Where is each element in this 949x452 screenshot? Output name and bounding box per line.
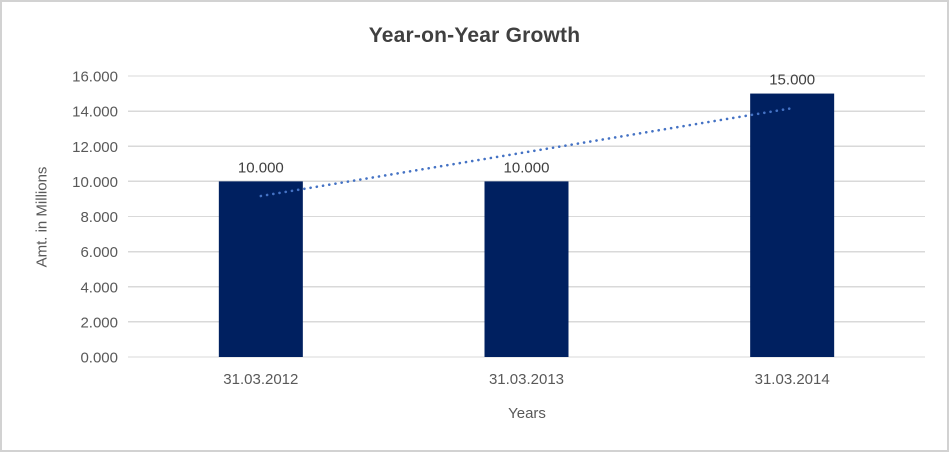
y-tick-label: 2.000	[80, 314, 118, 331]
y-tick-label: 16.000	[72, 69, 118, 86]
x-category-label: 31.03.2013	[489, 371, 564, 388]
y-tick-label: 4.000	[80, 279, 118, 296]
bar-data-label: 10.000	[504, 159, 550, 176]
y-tick-label: 10.000	[72, 174, 118, 191]
x-category-label: 31.03.2014	[755, 371, 830, 388]
y-tick-label: 14.000	[72, 104, 118, 121]
x-category-label: 31.03.2012	[223, 371, 298, 388]
y-tick-label: 8.000	[80, 209, 118, 226]
y-tick-label: 12.000	[72, 139, 118, 156]
bar-data-label: 10.000	[238, 159, 284, 176]
bar[interactable]	[484, 181, 569, 357]
y-tick-label: 6.000	[80, 244, 118, 261]
x-axis-title: Years	[508, 405, 546, 422]
y-tick-label: 0.000	[80, 350, 118, 367]
bar-data-label: 15.000	[769, 72, 815, 89]
chart-title: Year-on-Year Growth	[368, 24, 581, 47]
bar[interactable]	[750, 93, 835, 357]
bar[interactable]	[218, 181, 303, 357]
